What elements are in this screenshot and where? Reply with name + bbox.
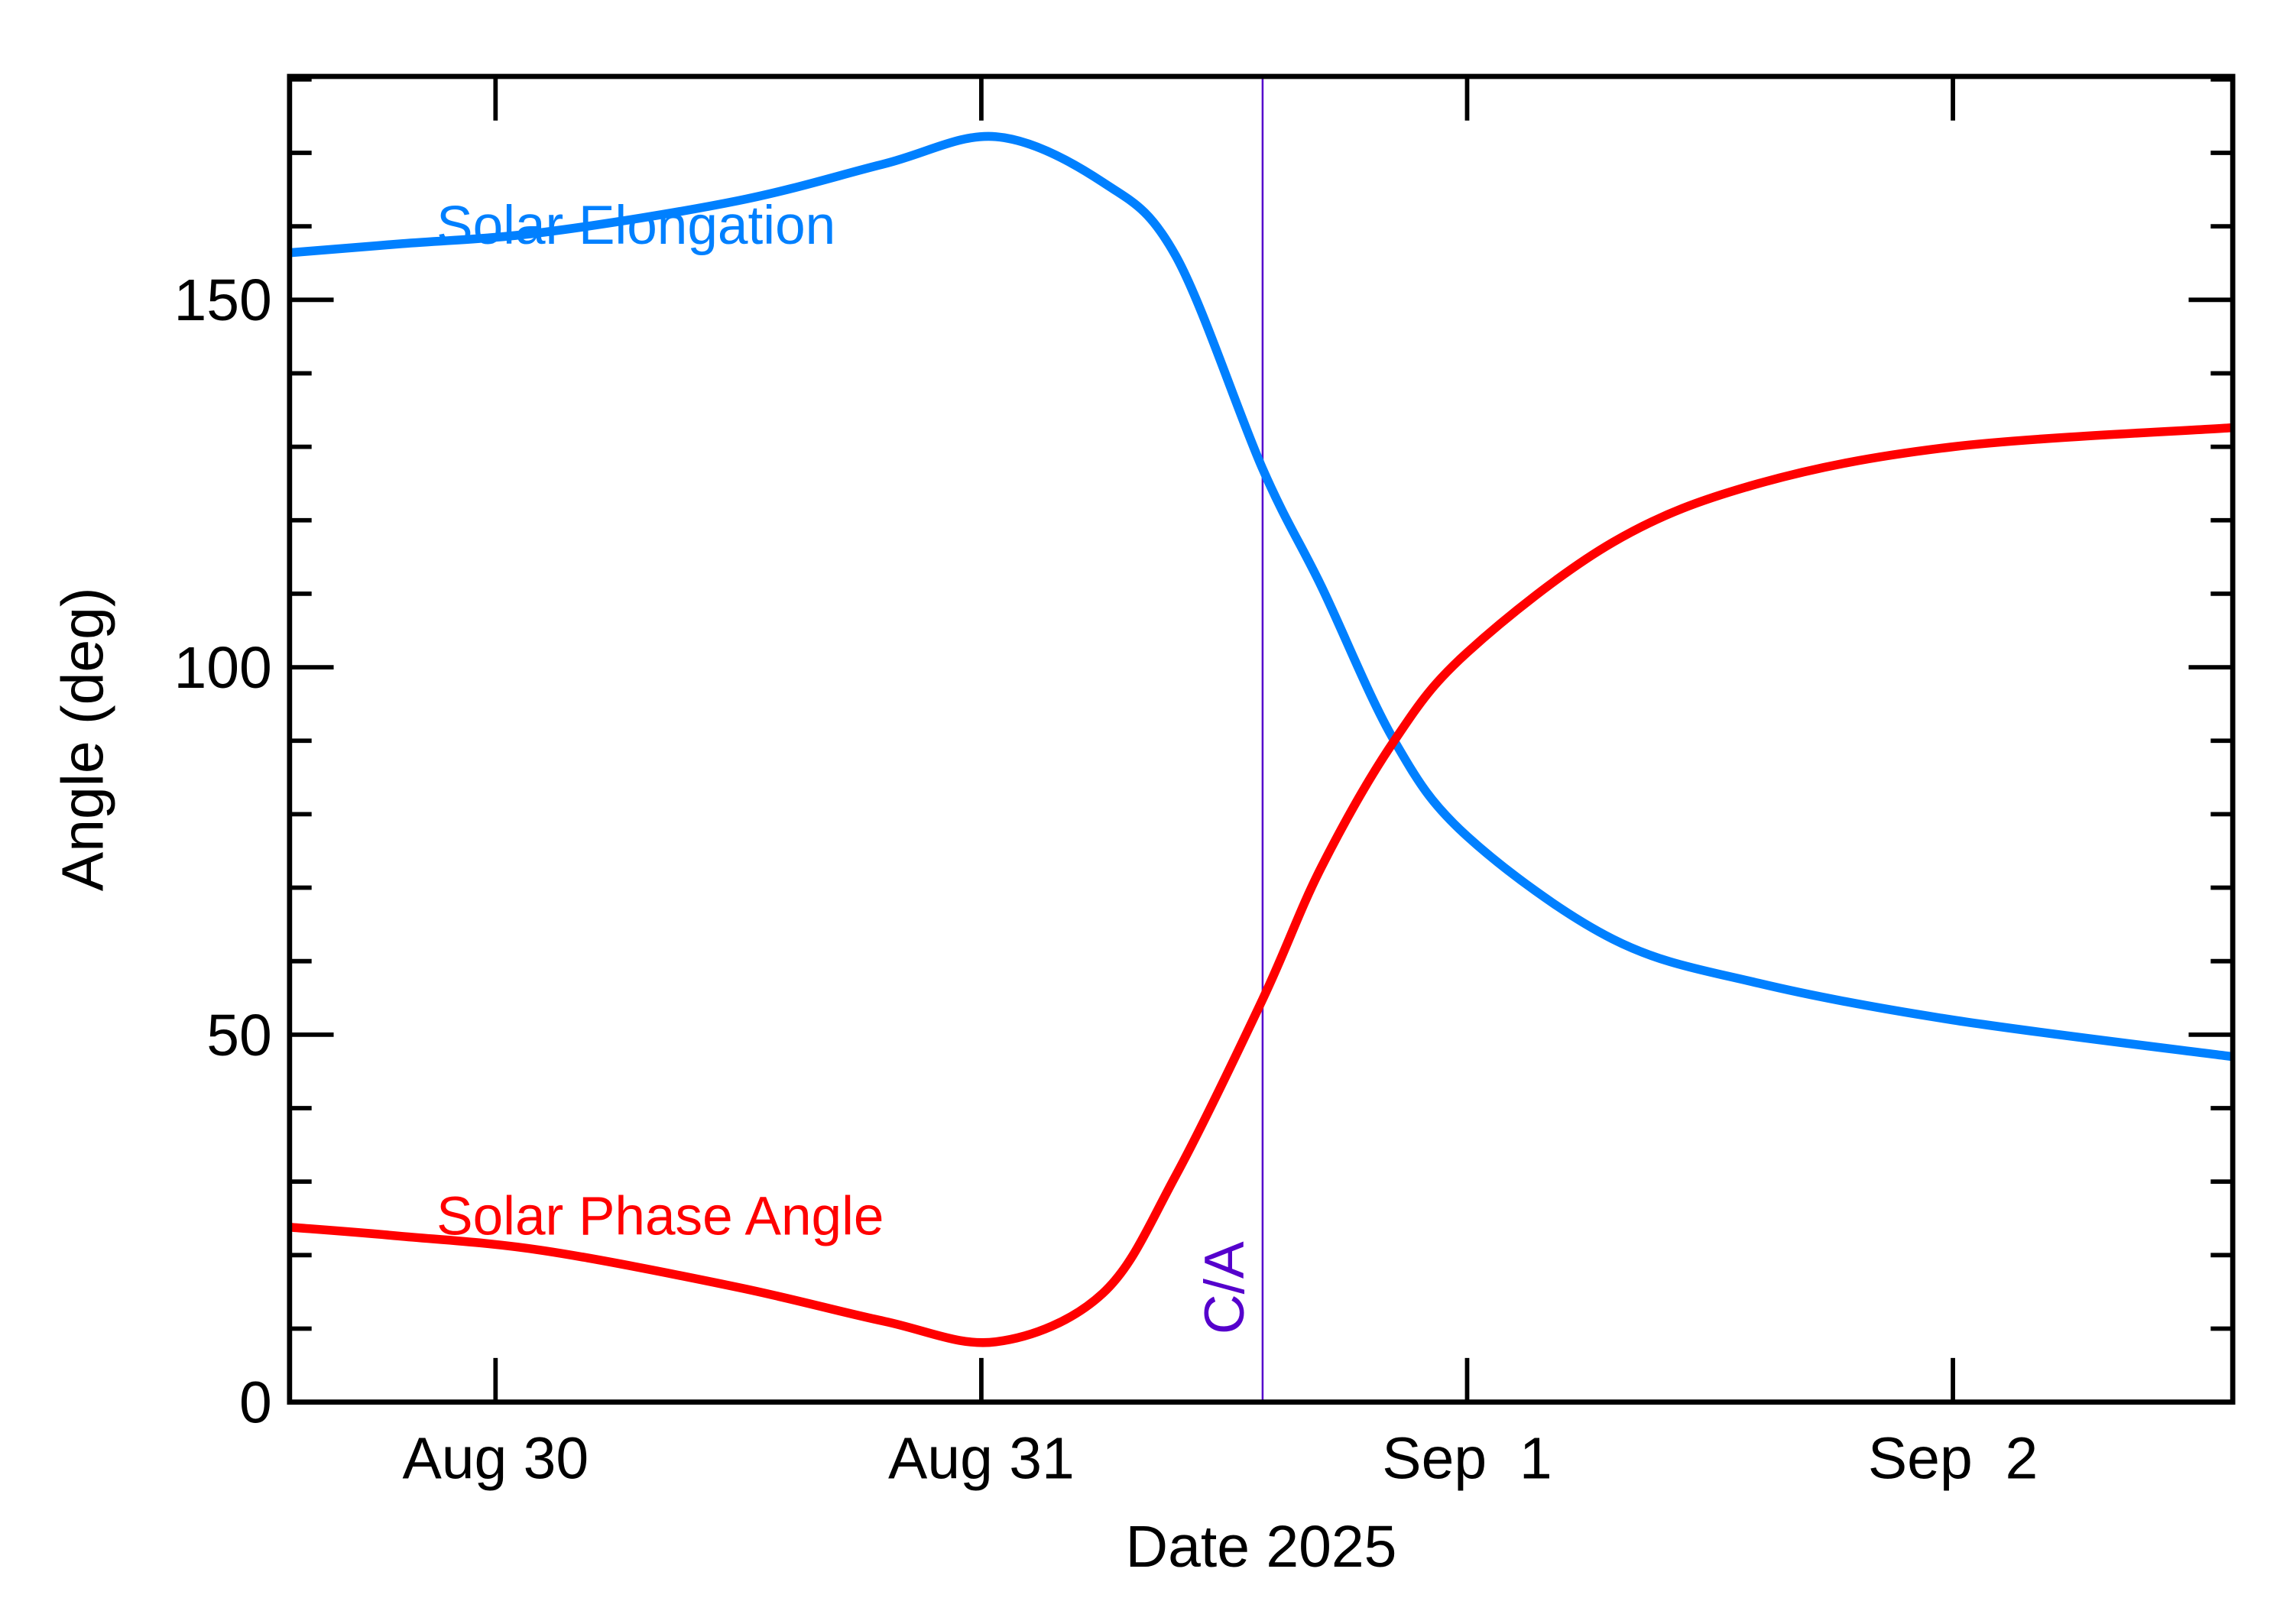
y-axis-label: Angle (deg): [50, 588, 116, 892]
closest-approach-label: C/A: [1194, 1241, 1256, 1334]
x-tick-label: Aug 31: [888, 1426, 1075, 1492]
x-axis-label: Date 2025: [1126, 1514, 1397, 1580]
axis-ticks: [289, 76, 2233, 1405]
series-line-solar-phase-angle: [289, 423, 2233, 1347]
legend-solar-elongation: Solar Elongation: [436, 196, 835, 256]
x-tick-label: Sep 2: [1868, 1426, 2038, 1492]
plot-frame: [287, 73, 2236, 1405]
tick-labels: 0 50 100 150 Aug 30 Aug 31 Sep 1 Sep 2: [174, 267, 2038, 1491]
y-tick-label: 100: [174, 635, 271, 701]
y-tick-label: 150: [174, 267, 271, 333]
y-tick-label: 50: [206, 1003, 272, 1068]
legend-solar-phase-angle: Solar Phase Angle: [436, 1186, 884, 1246]
series-lines: [289, 131, 2233, 1347]
y-tick-label: 0: [239, 1370, 272, 1436]
x-tick-label: Sep 1: [1382, 1426, 1552, 1492]
series-line-solar-elongation: [289, 131, 2233, 1062]
x-tick-label: Aug 30: [402, 1426, 589, 1492]
